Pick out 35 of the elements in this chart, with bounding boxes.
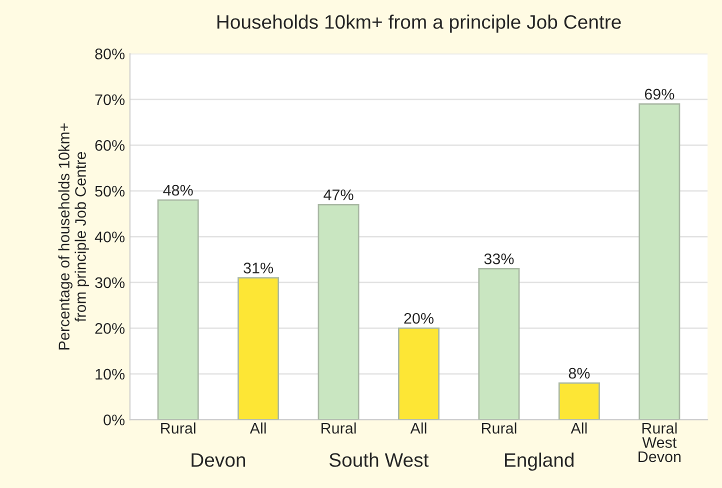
data-label: 47%: [324, 189, 354, 200]
chart-title: Households 10km+ from a principle Job Centre: [217, 14, 621, 33]
data-label: 69%: [644, 88, 674, 100]
y-tick-label: 60%: [95, 140, 125, 151]
y-tick-label: 20%: [95, 323, 125, 334]
y-tick-label: 50%: [95, 186, 125, 197]
x-tick-label: Rural: [161, 422, 196, 434]
bar: [478, 268, 520, 420]
data-label: 20%: [404, 312, 434, 324]
data-label: 8%: [568, 368, 590, 379]
data-label: 48%: [163, 184, 193, 196]
y-tick-label: 80%: [95, 48, 125, 60]
x-tick-label: All: [410, 422, 426, 434]
y-tick-label: 70%: [95, 94, 125, 106]
x-tick-label: Rural West Devon: [638, 422, 681, 462]
y-tick-label: 30%: [95, 277, 125, 288]
y-axis-title: Percentage of households 10km+ from principle Job Centre: [58, 123, 89, 350]
y-tick-label: 40%: [94, 232, 125, 242]
bar: [638, 103, 680, 420]
x-tick-label: Rural: [322, 422, 356, 434]
x-tick-label: All: [250, 422, 266, 434]
x-tick-label: All: [570, 422, 587, 434]
text: South West: [329, 452, 429, 467]
y-tick-label: 0%: [104, 414, 125, 426]
text: Devon: [192, 453, 246, 467]
x-tick-label: Rural: [482, 422, 516, 434]
bar: [157, 199, 199, 420]
text: England: [505, 452, 574, 471]
bar: [238, 277, 280, 420]
bar: [558, 382, 600, 420]
y-tick-label: 10%: [96, 368, 125, 380]
data-label: 33%: [484, 253, 514, 264]
bar: [318, 204, 360, 420]
bar: [398, 327, 440, 420]
data-label: 31%: [244, 262, 274, 274]
